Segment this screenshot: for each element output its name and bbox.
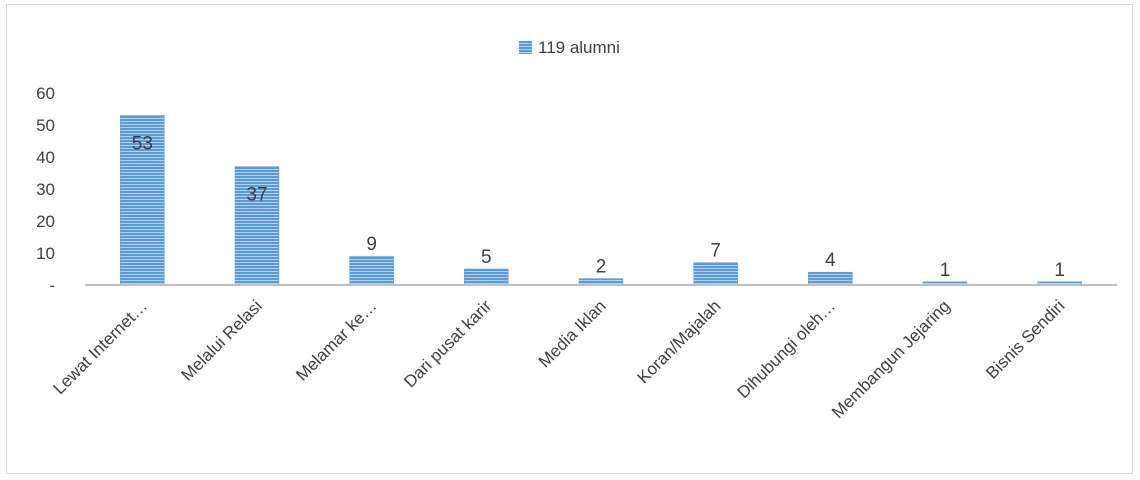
x-tick-label: Melalui Relasi — [178, 296, 266, 384]
data-label: 2 — [596, 257, 607, 278]
legend-swatch — [519, 41, 532, 54]
y-tick-label: - — [49, 276, 55, 295]
x-tick-label: Bisnis Sendiri — [982, 296, 1068, 382]
bar — [464, 268, 509, 286]
x-tick-label: Media Iklan — [535, 296, 610, 371]
data-label: 4 — [825, 250, 836, 271]
data-label: 7 — [710, 241, 721, 262]
data-label: 37 — [246, 185, 267, 206]
data-labels: 53 37 9 5 2 7 4 1 1 — [132, 133, 1065, 280]
x-tick-label: Melamar ke… — [292, 296, 380, 384]
bar — [808, 271, 853, 286]
y-tick-label: 20 — [36, 212, 55, 231]
bar-chart: 119 alumni - 10 20 30 40 50 60 53 37 9 5 2 7 4 1 1 Lew… — [36, 38, 1117, 422]
y-tick-label: 30 — [36, 180, 55, 199]
x-tick-label: Koran/Majalah — [634, 296, 725, 387]
chart-frame: 119 alumni - 10 20 30 40 50 60 53 37 9 5 2 7 4 1 1 Lew… — [6, 4, 1133, 474]
x-tick-label: Dihubungi oleh… — [734, 296, 840, 402]
y-tick-label: 10 — [36, 244, 55, 263]
x-tick-label: Membangun Jejaring — [828, 296, 954, 422]
y-tick-label: 50 — [36, 116, 55, 135]
x-tick-label: Lewat Internet… — [50, 296, 152, 398]
legend-label: 119 alumni — [538, 38, 620, 57]
y-tick-label: 60 — [36, 84, 55, 103]
data-label: 53 — [132, 133, 153, 154]
bar — [693, 262, 738, 286]
y-axis: - 10 20 30 40 50 60 — [36, 84, 55, 295]
x-axis: Lewat Internet… Melalui Relasi Melamar ke…… — [50, 284, 1117, 422]
data-label: 1 — [1054, 260, 1065, 281]
data-label: 5 — [481, 247, 492, 268]
x-tick-label: Dari pusat karir — [400, 296, 495, 391]
legend: 119 alumni — [519, 38, 620, 57]
data-label: 9 — [366, 234, 377, 255]
data-label: 1 — [940, 260, 951, 281]
bar — [120, 115, 165, 286]
bars — [120, 115, 1082, 286]
y-tick-label: 40 — [36, 148, 55, 167]
bar — [349, 255, 394, 286]
bar — [234, 166, 280, 286]
